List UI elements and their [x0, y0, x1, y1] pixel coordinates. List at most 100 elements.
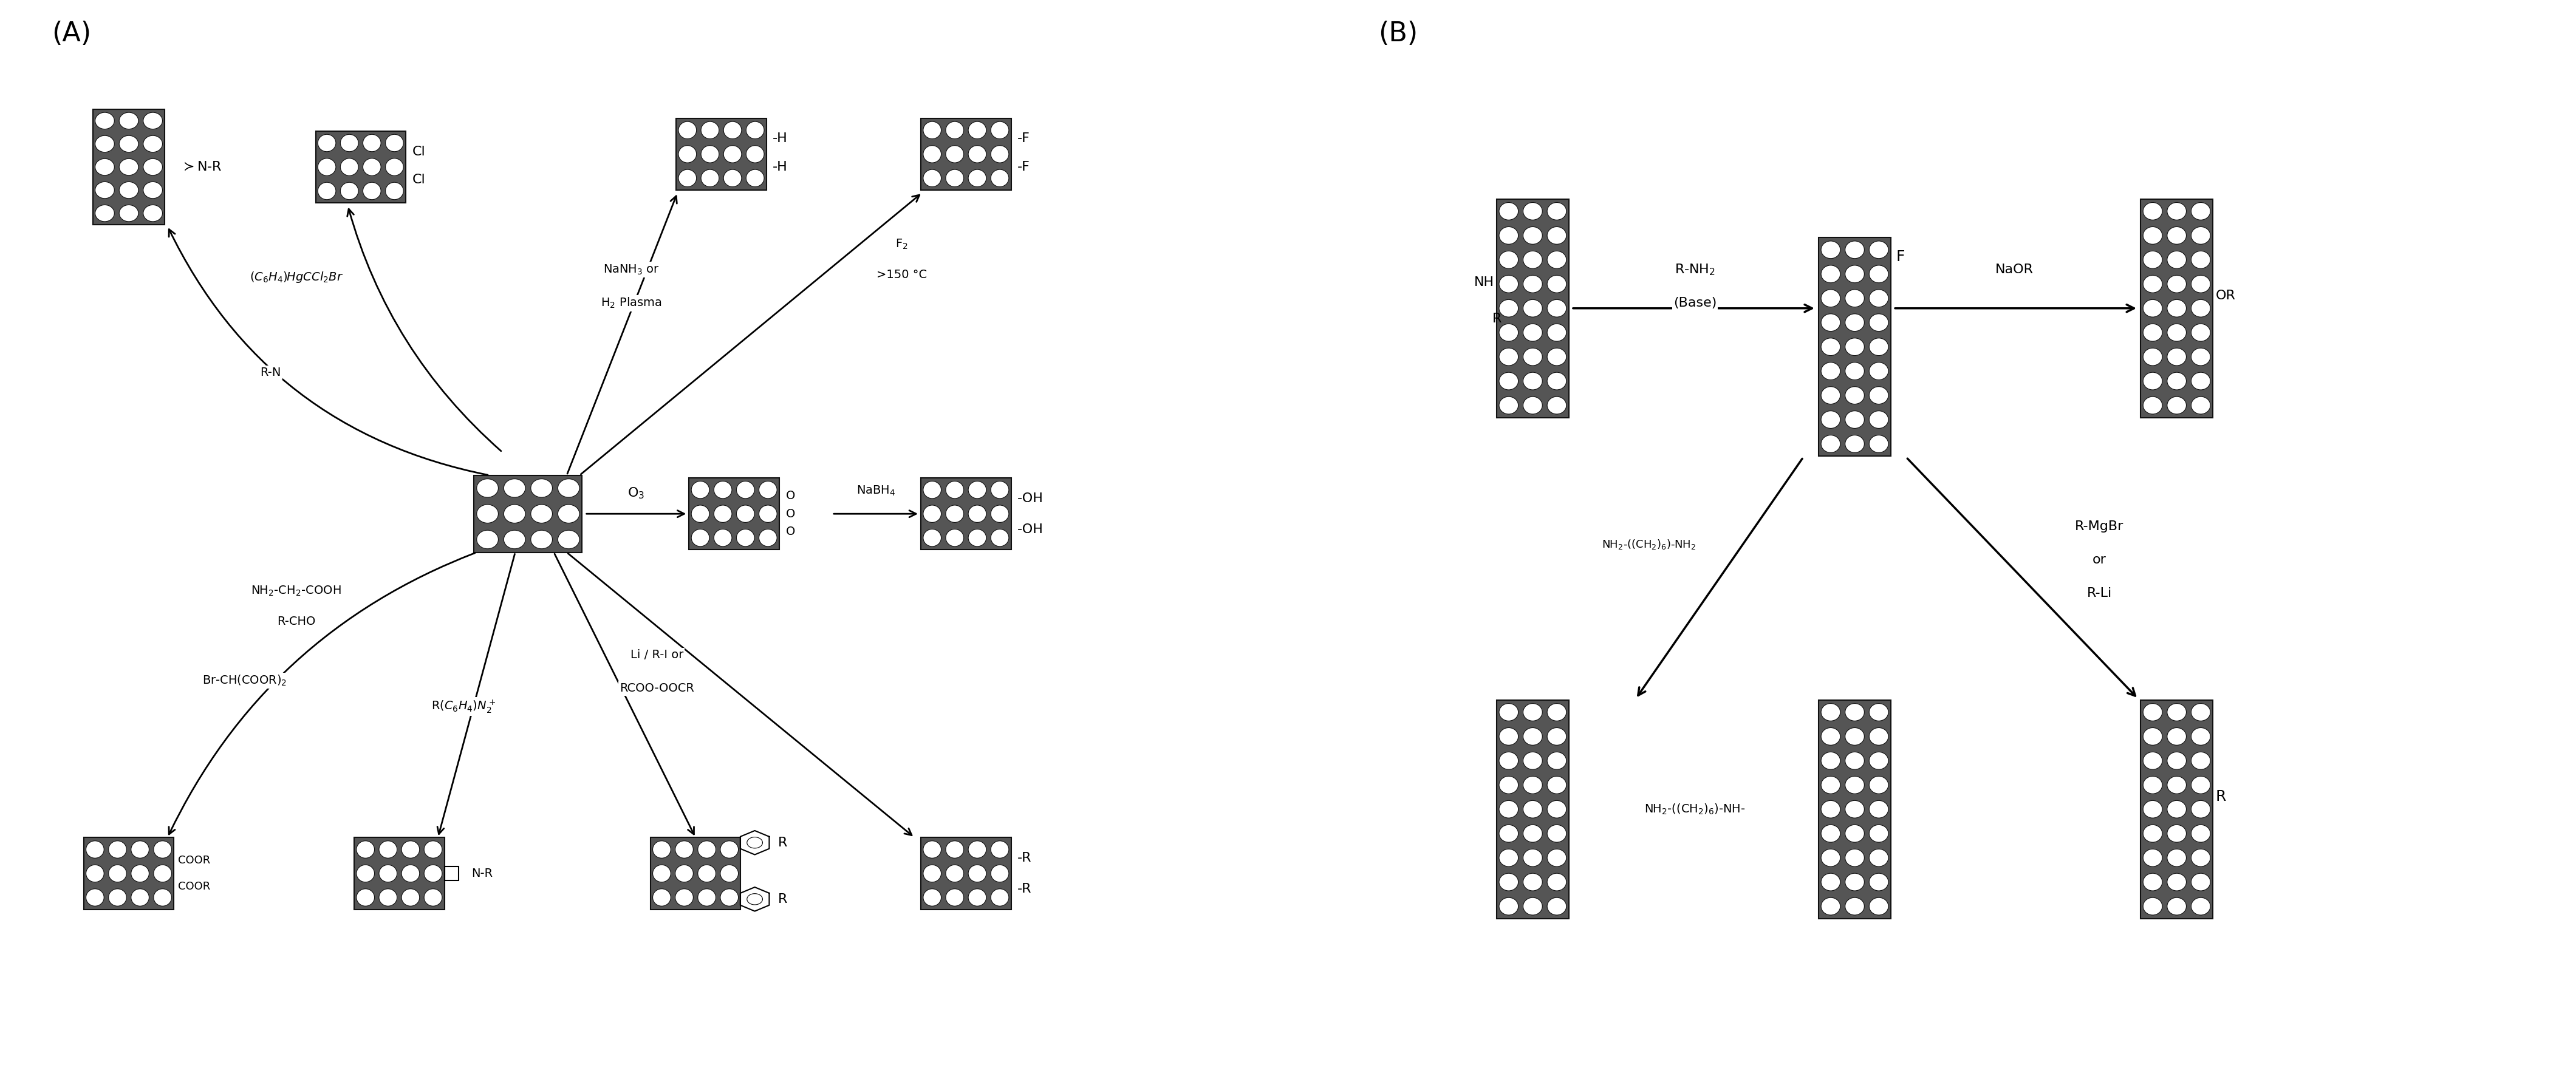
Text: NaNH$_3$ or: NaNH$_3$ or	[603, 263, 659, 276]
Ellipse shape	[340, 182, 358, 200]
Ellipse shape	[1522, 251, 1543, 269]
Ellipse shape	[131, 889, 149, 906]
Ellipse shape	[1870, 289, 1888, 308]
Ellipse shape	[675, 889, 693, 906]
Ellipse shape	[505, 479, 526, 497]
Ellipse shape	[1821, 704, 1839, 721]
Ellipse shape	[992, 481, 1010, 498]
Ellipse shape	[2143, 203, 2161, 220]
Bar	[1497, 700, 1569, 918]
Ellipse shape	[1548, 776, 1566, 794]
Ellipse shape	[2192, 776, 2210, 794]
Ellipse shape	[155, 841, 173, 858]
Ellipse shape	[85, 841, 103, 858]
Text: H$_2$ Plasma: H$_2$ Plasma	[600, 297, 662, 310]
Ellipse shape	[945, 146, 963, 163]
Ellipse shape	[922, 505, 940, 522]
Ellipse shape	[677, 146, 696, 163]
Text: $\succ$N-R: $\succ$N-R	[180, 161, 222, 174]
Ellipse shape	[1499, 776, 1517, 794]
Ellipse shape	[1870, 801, 1888, 818]
Ellipse shape	[2166, 752, 2187, 769]
Ellipse shape	[144, 159, 162, 175]
Ellipse shape	[922, 889, 940, 906]
Ellipse shape	[698, 841, 716, 858]
Ellipse shape	[477, 505, 497, 523]
Ellipse shape	[945, 481, 963, 498]
Ellipse shape	[559, 479, 580, 497]
Ellipse shape	[1821, 363, 1839, 380]
Ellipse shape	[355, 865, 374, 883]
Ellipse shape	[1548, 397, 1566, 414]
Text: -R: -R	[1018, 883, 1033, 894]
Text: (Base): (Base)	[1674, 297, 1716, 310]
Ellipse shape	[2192, 849, 2210, 866]
Ellipse shape	[1548, 898, 1566, 915]
Ellipse shape	[2192, 251, 2210, 269]
Ellipse shape	[721, 889, 739, 906]
Ellipse shape	[714, 505, 732, 522]
Text: NH$_2$-CH$_2$-COOH: NH$_2$-CH$_2$-COOH	[250, 585, 343, 598]
Ellipse shape	[690, 505, 708, 522]
Ellipse shape	[1870, 363, 1888, 380]
Ellipse shape	[1522, 873, 1543, 891]
Ellipse shape	[1844, 338, 1865, 356]
Ellipse shape	[379, 841, 397, 858]
Ellipse shape	[155, 889, 173, 906]
Ellipse shape	[402, 889, 420, 906]
Ellipse shape	[675, 865, 693, 883]
Ellipse shape	[1870, 435, 1888, 452]
Ellipse shape	[2166, 849, 2187, 866]
Ellipse shape	[714, 529, 732, 546]
Text: -OH: -OH	[1018, 492, 1043, 505]
Ellipse shape	[1548, 372, 1566, 390]
Text: R-MgBr: R-MgBr	[2076, 520, 2123, 533]
Ellipse shape	[477, 530, 497, 549]
Ellipse shape	[95, 112, 113, 129]
Ellipse shape	[724, 169, 742, 187]
Ellipse shape	[340, 135, 358, 152]
Ellipse shape	[355, 889, 374, 906]
Text: NaOR: NaOR	[1996, 263, 2032, 276]
Ellipse shape	[1548, 801, 1566, 818]
Ellipse shape	[701, 122, 719, 139]
Ellipse shape	[2166, 873, 2187, 891]
Ellipse shape	[1499, 752, 1517, 769]
Ellipse shape	[2192, 324, 2210, 341]
Ellipse shape	[1821, 241, 1839, 259]
Ellipse shape	[1821, 289, 1839, 308]
Ellipse shape	[1548, 349, 1566, 366]
Text: Cl: Cl	[412, 146, 425, 158]
Ellipse shape	[317, 182, 335, 200]
Ellipse shape	[922, 865, 940, 883]
Bar	[922, 119, 1010, 190]
Ellipse shape	[317, 135, 335, 152]
Ellipse shape	[992, 889, 1010, 906]
Ellipse shape	[1821, 338, 1839, 356]
Ellipse shape	[1499, 824, 1517, 843]
Ellipse shape	[992, 865, 1010, 883]
Ellipse shape	[1870, 241, 1888, 259]
Ellipse shape	[1499, 275, 1517, 292]
Ellipse shape	[1844, 898, 1865, 915]
Ellipse shape	[2192, 801, 2210, 818]
Text: -F: -F	[1018, 133, 1030, 145]
Ellipse shape	[2143, 372, 2161, 390]
Ellipse shape	[85, 889, 103, 906]
Ellipse shape	[2192, 203, 2210, 220]
Ellipse shape	[760, 529, 778, 546]
Ellipse shape	[747, 146, 765, 163]
Text: Li / R-I or: Li / R-I or	[631, 650, 683, 660]
Ellipse shape	[1522, 752, 1543, 769]
Ellipse shape	[1522, 324, 1543, 341]
Ellipse shape	[317, 159, 335, 176]
Ellipse shape	[2143, 752, 2161, 769]
Ellipse shape	[2192, 727, 2210, 746]
Ellipse shape	[2166, 801, 2187, 818]
Ellipse shape	[1844, 314, 1865, 331]
Ellipse shape	[2143, 300, 2161, 317]
Ellipse shape	[1522, 349, 1543, 366]
Ellipse shape	[108, 889, 126, 906]
Ellipse shape	[2143, 324, 2161, 341]
Ellipse shape	[1821, 435, 1839, 452]
